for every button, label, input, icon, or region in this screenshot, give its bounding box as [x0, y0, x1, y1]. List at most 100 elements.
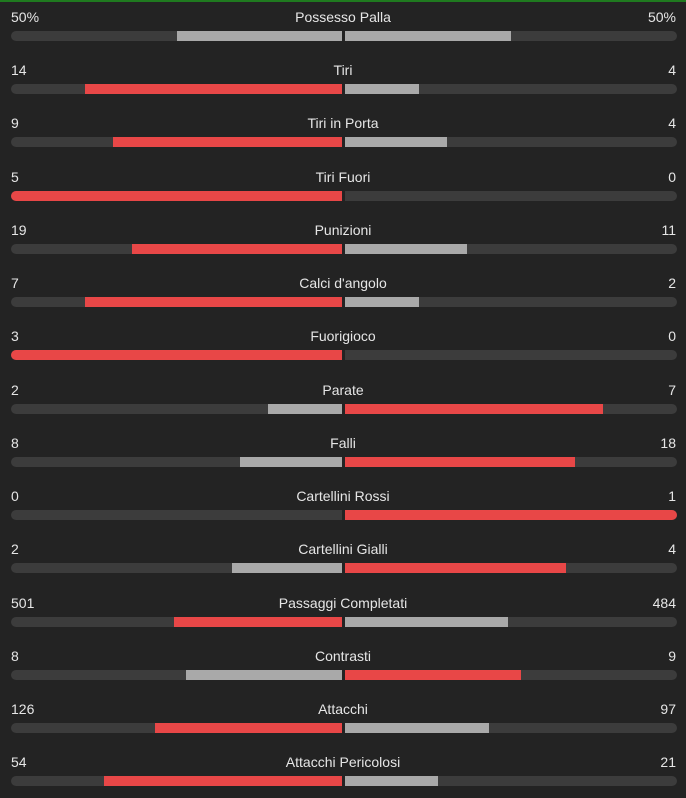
- stat-row-cartellini-rossi: 0 Cartellini Rossi 1: [0, 479, 686, 532]
- home-value: 8: [11, 648, 19, 664]
- stat-label: Tiri in Porta: [307, 115, 379, 131]
- away-value: 97: [660, 701, 676, 717]
- away-value: 50%: [647, 9, 676, 25]
- away-value: 4: [668, 541, 676, 557]
- away-bar-fill: [345, 31, 511, 41]
- home-bar-track: [11, 670, 342, 680]
- home-bar-fill: [176, 31, 342, 41]
- home-value: 9: [11, 115, 19, 131]
- home-bar-track: [11, 31, 342, 41]
- stat-row-falli: 8 Falli 18: [0, 426, 686, 479]
- away-value: 11: [661, 222, 676, 238]
- away-bar-fill: [345, 670, 521, 680]
- home-bar-track: [11, 350, 342, 360]
- home-bar-track: [11, 191, 342, 201]
- home-value: 14: [11, 62, 27, 78]
- away-bar-track: [345, 510, 677, 520]
- home-bar-track: [11, 84, 342, 94]
- home-bar-track: [11, 510, 342, 520]
- home-value: 5: [11, 169, 19, 185]
- away-bar-track: [345, 84, 677, 94]
- home-bar-fill: [84, 84, 342, 94]
- home-bar-track: [11, 723, 342, 733]
- home-bar-fill: [186, 670, 342, 680]
- away-bar-fill: [345, 137, 448, 147]
- home-bar-fill: [173, 617, 342, 627]
- away-value: 18: [660, 435, 676, 451]
- home-value: 2: [11, 541, 19, 557]
- stat-label: Possesso Palla: [295, 9, 391, 25]
- home-value: 3: [11, 328, 19, 344]
- home-bar-track: [11, 776, 342, 786]
- away-bar-track: [345, 244, 677, 254]
- away-bar-track: [345, 404, 677, 414]
- away-bar-track: [345, 563, 677, 573]
- home-bar-track: [11, 244, 342, 254]
- away-value: 4: [668, 62, 676, 78]
- away-bar-fill: [345, 563, 567, 573]
- stat-label: Tiri: [333, 62, 353, 78]
- home-bar-fill: [154, 723, 342, 733]
- home-bar-track: [11, 457, 342, 467]
- stat-row-passaggi-completati: 501 Passaggi Completati 484: [0, 586, 686, 639]
- away-bar-track: [345, 191, 677, 201]
- stat-label: Tiri Fuori: [315, 169, 371, 185]
- home-value: 126: [11, 701, 35, 717]
- away-value: 7: [668, 382, 676, 398]
- away-bar-fill: [345, 297, 419, 307]
- away-bar-fill: [345, 244, 467, 254]
- away-bar-track: [345, 617, 677, 627]
- home-value: 0: [11, 488, 19, 504]
- away-bar-track: [345, 776, 677, 786]
- away-bar-fill: [345, 457, 575, 467]
- stat-label: Contrasti: [314, 648, 372, 664]
- away-bar-fill: [345, 84, 419, 94]
- away-bar-track: [345, 31, 677, 41]
- stat-row-tiri-in-porta: 9 Tiri in Porta 4: [0, 106, 686, 159]
- home-bar-fill: [11, 191, 342, 201]
- away-bar-fill: [345, 776, 438, 786]
- home-bar-fill: [231, 563, 342, 573]
- home-bar-fill: [132, 244, 342, 254]
- away-bar-track: [345, 723, 677, 733]
- home-bar-fill: [103, 776, 342, 786]
- stat-label: Cartellini Gialli: [298, 541, 388, 557]
- home-bar-fill: [240, 457, 342, 467]
- away-value: 21: [660, 754, 676, 770]
- away-value: 2: [668, 275, 676, 291]
- stat-row-punizioni: 19 Punizioni 11: [0, 213, 686, 266]
- stat-row-tiri-fuori: 5 Tiri Fuori 0: [0, 160, 686, 213]
- away-bar-fill: [345, 510, 677, 520]
- top-accent-border: [0, 0, 686, 2]
- home-value: 8: [11, 435, 19, 451]
- home-bar-track: [11, 297, 342, 307]
- away-bar-track: [345, 137, 677, 147]
- home-bar-fill: [11, 350, 342, 360]
- away-value: 1: [668, 488, 676, 504]
- stat-row-parate: 2 Parate 7: [0, 373, 686, 426]
- stat-label: Fuorigioco: [310, 328, 376, 344]
- away-value: 0: [668, 328, 676, 344]
- stat-label: Parate: [322, 382, 364, 398]
- away-bar-fill: [345, 617, 509, 627]
- home-bar-fill: [84, 297, 342, 307]
- home-value: 19: [11, 222, 27, 238]
- home-bar-track: [11, 563, 342, 573]
- stat-label: Punizioni: [314, 222, 372, 238]
- stat-label: Falli: [330, 435, 356, 451]
- away-bar-fill: [345, 404, 604, 414]
- away-bar-track: [345, 350, 677, 360]
- away-bar-fill: [345, 723, 490, 733]
- stat-row-attacchi: 126 Attacchi 97: [0, 692, 686, 745]
- away-bar-track: [345, 670, 677, 680]
- home-bar-fill: [268, 404, 342, 414]
- home-bar-fill: [112, 137, 342, 147]
- stat-row-attacchi-pericolosi: 54 Attacchi Pericolosi 21: [0, 745, 686, 798]
- away-value: 0: [668, 169, 676, 185]
- away-value: 4: [668, 115, 676, 131]
- stat-label: Attacchi Pericolosi: [285, 754, 401, 770]
- stat-label: Calci d'angolo: [299, 275, 387, 291]
- home-value: 501: [11, 595, 35, 611]
- home-value: 2: [11, 382, 19, 398]
- home-bar-track: [11, 137, 342, 147]
